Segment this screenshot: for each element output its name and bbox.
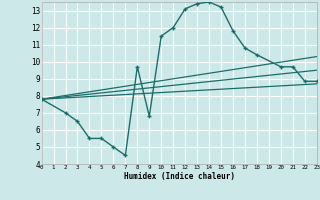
X-axis label: Humidex (Indice chaleur): Humidex (Indice chaleur)	[124, 172, 235, 181]
